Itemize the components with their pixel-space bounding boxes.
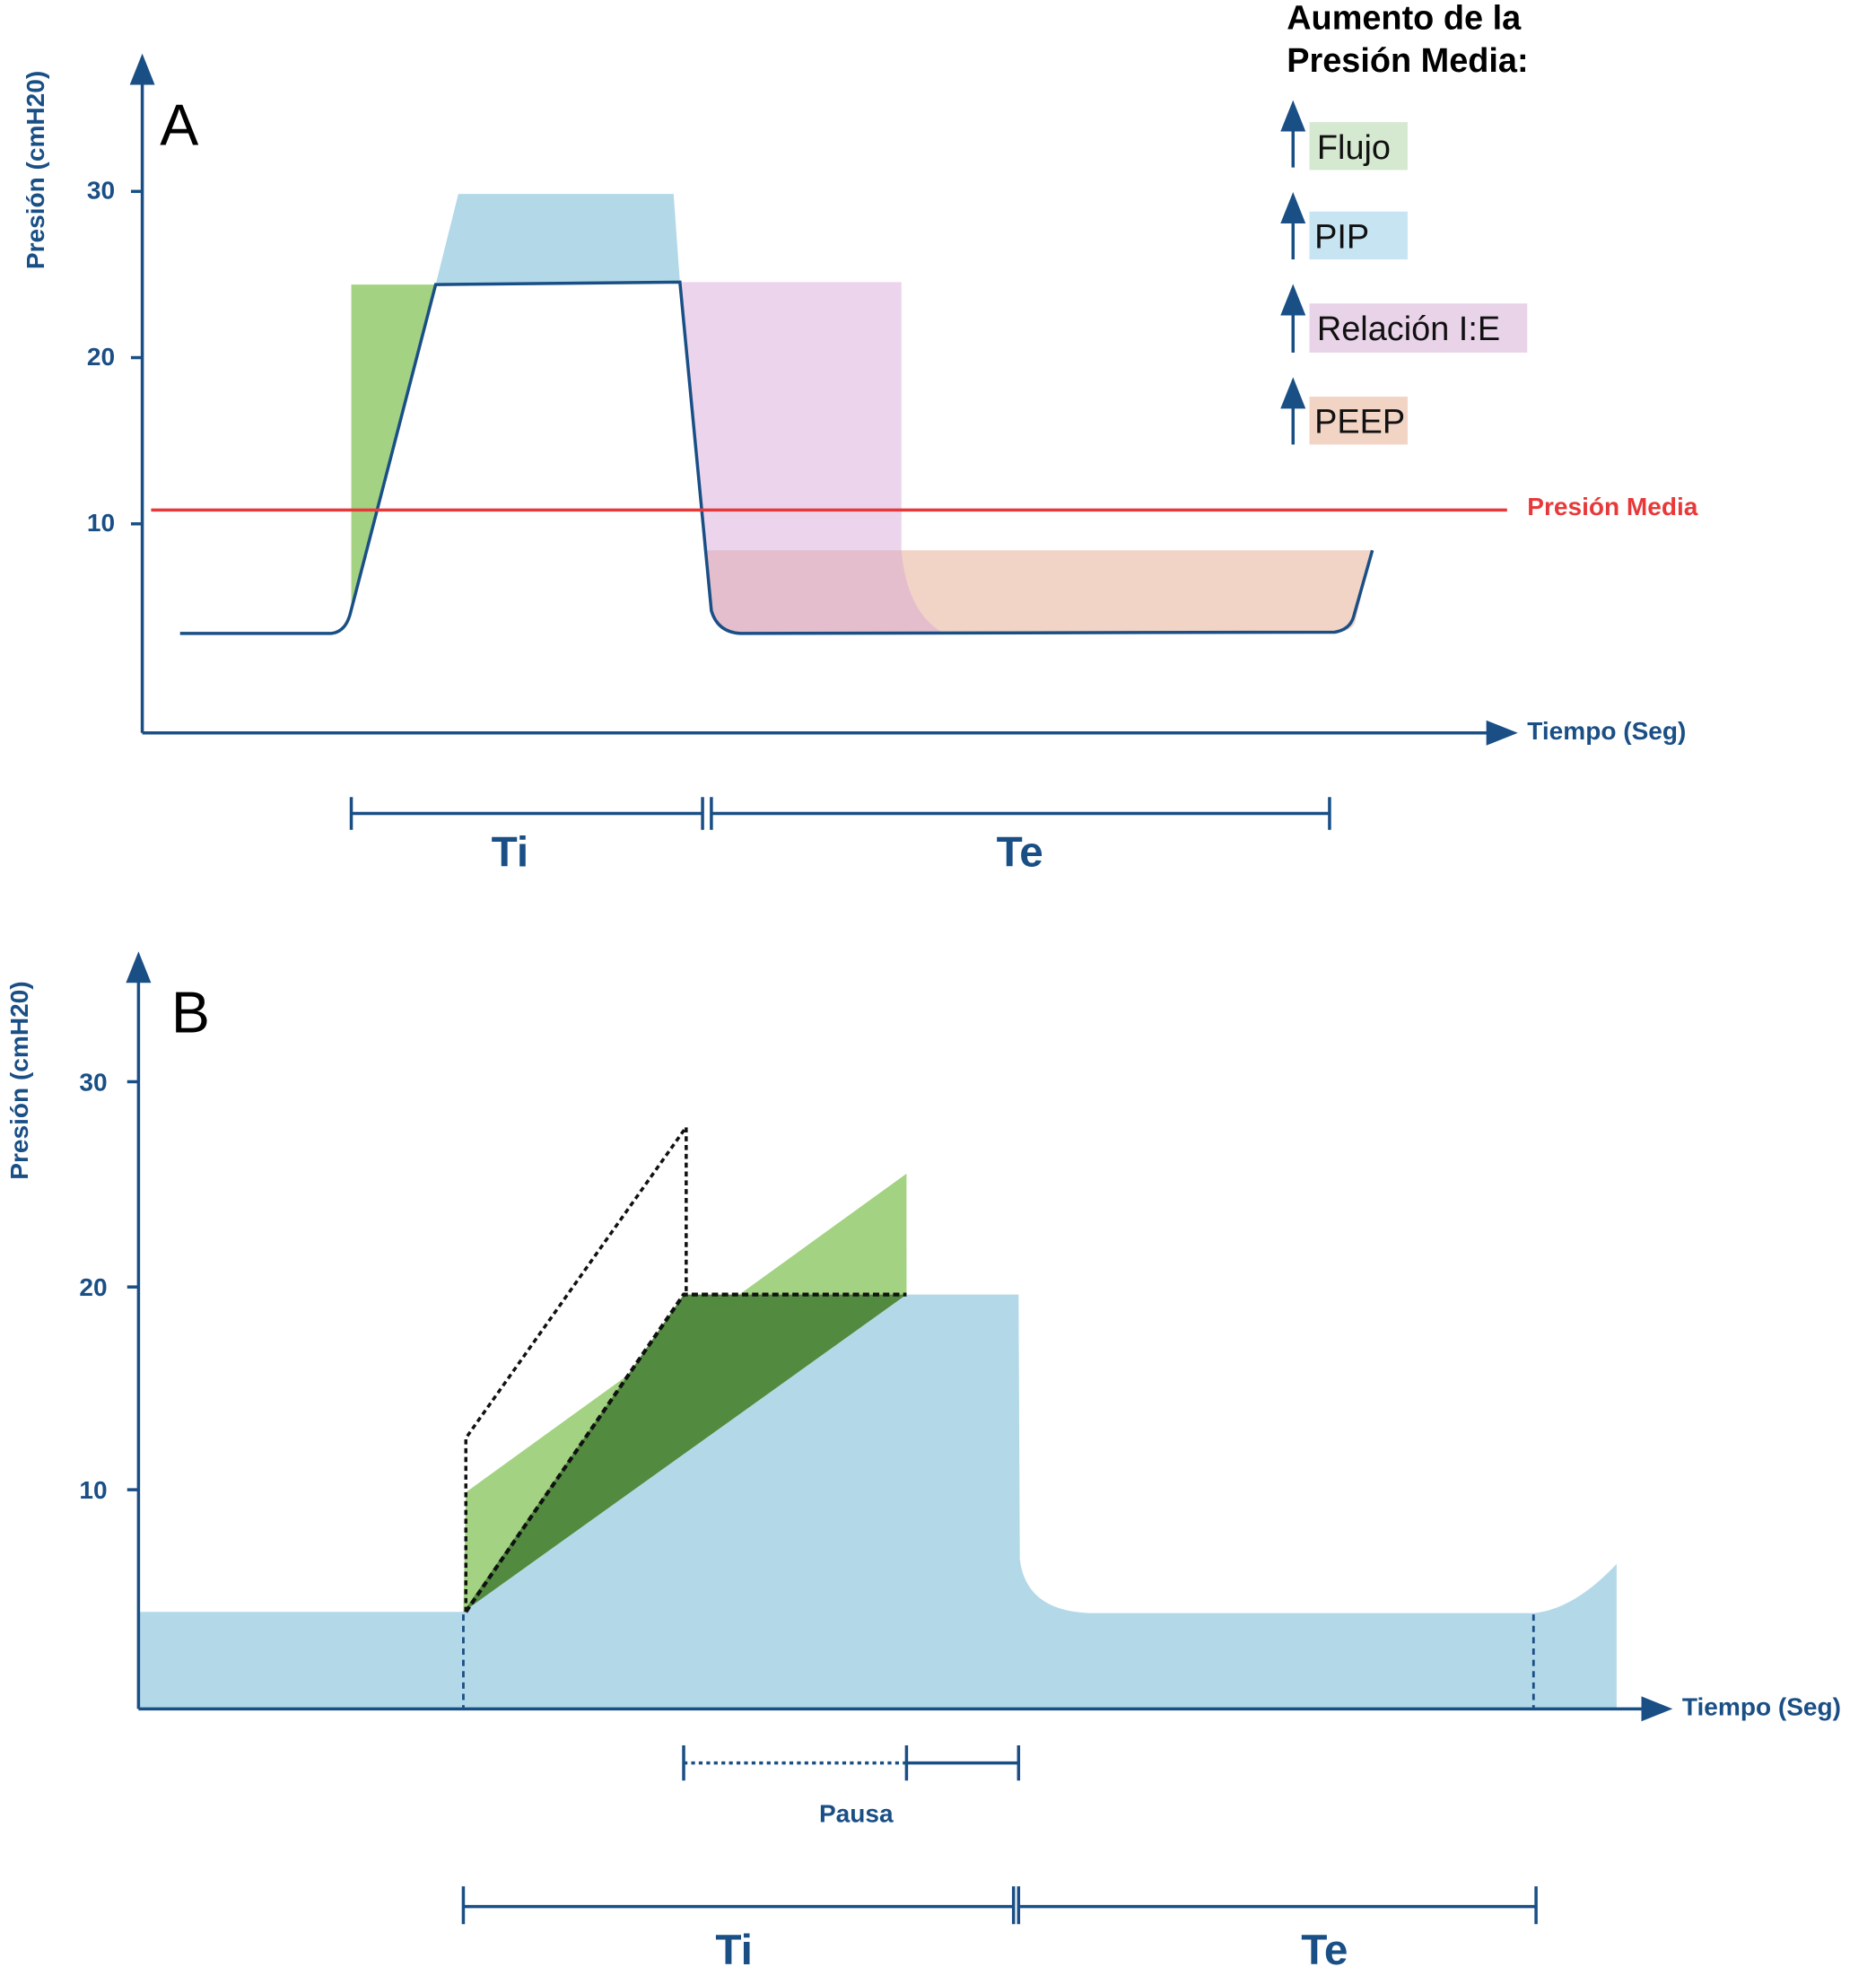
peep-area: [704, 550, 1373, 634]
pause-label: Pausa: [819, 1800, 894, 1828]
x-axis-label: Tiempo (Seg): [1527, 717, 1686, 745]
y-tick: 30: [87, 177, 115, 205]
te-label: Te: [1301, 1927, 1348, 1967]
y-axis-label: Presión (cmH20): [5, 981, 33, 1179]
legend-item-pip: PIP: [1280, 192, 1408, 260]
dashed-outline: [464, 1122, 688, 1613]
panel-a-label: A: [160, 92, 198, 157]
te-bracket: [710, 797, 1331, 830]
ti-bracket: [349, 797, 704, 830]
pressure-area: [138, 1294, 1617, 1709]
panel-a: A Presión Media 30 20 10 Presión (cmH20)…: [22, 0, 1698, 876]
y-tick: 10: [87, 509, 115, 537]
y-tick: 20: [87, 343, 115, 371]
ti-bracket: [461, 1886, 1016, 1925]
legend-item-peep: PEEP: [1280, 377, 1408, 445]
y-axis-label: Presión (cmH20): [22, 71, 49, 269]
mean-pressure-label: Presión Media: [1527, 493, 1698, 520]
panel-b: B 30 20 10 Presión (cmH20) Tiempo (Seg) …: [5, 951, 1841, 1967]
te-label: Te: [997, 828, 1043, 876]
legend-item-flujo: Flujo: [1280, 100, 1408, 170]
ti-label: Ti: [715, 1927, 753, 1967]
legend-label: Relación I:E: [1317, 310, 1500, 348]
ie-ratio-area: [679, 282, 942, 634]
panel-b-label: B: [171, 981, 210, 1045]
legend-label: PEEP: [1314, 404, 1405, 441]
legend-label: PIP: [1314, 218, 1369, 256]
legend-title: Presión Media:: [1287, 42, 1528, 80]
te-bracket: [1017, 1886, 1538, 1925]
dashed-outline: [464, 1292, 907, 1613]
x-axis-label: Tiempo (Seg): [1682, 1692, 1841, 1720]
y-tick: 10: [79, 1476, 107, 1504]
legend-item-ie: Relación I:E: [1280, 284, 1528, 353]
legend-title: Aumento de la: [1287, 0, 1522, 37]
legend-label: Flujo: [1317, 129, 1391, 167]
pip-area: [435, 194, 680, 285]
pause-bracket: [682, 1745, 1021, 1781]
ti-label: Ti: [492, 828, 529, 876]
y-tick: 20: [79, 1273, 107, 1301]
y-tick: 30: [79, 1068, 107, 1096]
pressure-curve: [179, 280, 1374, 635]
